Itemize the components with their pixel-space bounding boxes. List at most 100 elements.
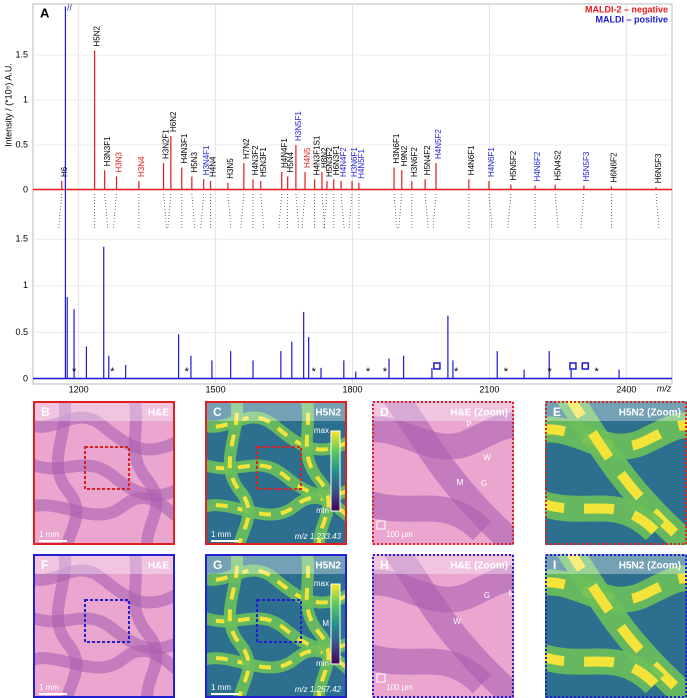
panel-letter: E [553,405,561,419]
peak-label: H5N4 [286,151,295,172]
title-band [205,401,347,421]
y-axis-label: Intensity / (*10⁵) A.U. [3,63,13,147]
tissue-label: G [484,591,490,600]
tissue-band [383,401,514,545]
tissue-band [51,401,83,545]
peak-label: H3N6F2 [410,147,419,177]
panel-letter: C [213,405,222,419]
square-marker [581,362,590,370]
connector [655,193,660,229]
connector [260,193,265,229]
panel-title: H&E [148,408,169,419]
peak-label: H3N6F1 [392,133,401,163]
image-panel: I H5N2 (Zoom) [545,554,687,698]
peak-label: H6N6F2 [609,152,618,182]
square-marker [569,362,577,370]
colorbar-label: max [314,579,329,588]
peak-label: H6 [60,166,69,177]
tissue-band [372,643,492,694]
peak-label: H3N5F1 [294,111,303,141]
mz-label: m/z 1,257.42 [295,685,342,694]
peak-label: H5N2 [93,25,102,46]
hotspot [227,401,251,545]
panel-border [33,401,175,545]
connector [348,193,353,229]
panel-title: H&E (Zoom) [450,408,508,419]
title-band [372,401,514,421]
peak-label: H5N3 [190,151,199,172]
peak-label: H4N6F2 [533,151,542,181]
peak-label: H4N4F1 [280,138,289,168]
peak-label: H5N5F2 [509,150,518,180]
tissue-label: W [453,617,461,626]
image [545,401,687,545]
hotspot [205,415,347,452]
image [205,401,347,545]
legend-entry: MALDI-2 – negative [585,4,668,14]
panel-border [545,401,687,545]
hotspot [565,401,687,545]
tissue-band [383,554,514,698]
peak-label: H4N5F1 [357,148,366,178]
asterisk: * [383,366,388,378]
image-panel: H H&E (Zoom) 100 µm G M W [372,554,516,698]
panel-title: H5N2 [315,561,341,572]
connector [163,193,167,229]
connector [113,193,117,229]
connector [200,193,205,229]
tissue-label: G [481,479,487,488]
tissue-band [51,554,83,698]
x-tick-label: 1800 [342,384,362,394]
title-band [372,554,514,574]
tissue-label: M [509,589,516,598]
connector [278,193,283,229]
colorbar [330,430,341,512]
connector [104,193,109,229]
panel-border [545,554,687,698]
y-tick-label: 0 [23,184,28,194]
image-panel: F H&E 1 mm [33,554,175,698]
peak-label: H9N2 [400,145,409,166]
panel-letter: H [380,558,389,572]
tissue-band [372,490,492,541]
asterisk: * [504,366,509,378]
peak-label: H4N3F1 [180,133,189,163]
asterisk: * [595,366,600,378]
image-panel: D H&E (Zoom) 100 µm P W M G [372,401,514,545]
y-tick-label: 1 [23,94,28,104]
connector [393,193,398,229]
scale-label: 1 mm [39,530,59,539]
peak-label: H7N2 [242,138,251,159]
hotspot [545,420,687,452]
peak-label: H3N4 [137,156,146,177]
panel-letter: D [380,405,389,419]
colorbar [330,583,341,665]
title-band [545,554,687,574]
peak-label: H6N3F1 [332,145,341,175]
x-tick-label: 2100 [479,384,499,394]
panel-border [205,401,347,545]
peak-label: H5N5F3 [582,151,591,181]
roi [256,599,302,643]
connector [580,193,585,229]
asterisk: * [72,366,77,378]
axis-break: // [67,2,73,12]
peak-label: H4N4F2 [339,147,348,177]
connector [240,193,245,229]
connector [295,193,300,229]
scale-label: 100 µm [386,683,413,692]
panel-letter: G [213,558,222,572]
connector [227,193,232,229]
title-band [33,554,175,574]
hotspot [545,499,659,535]
image [372,554,514,698]
panel-title: H5N2 [315,408,341,419]
asterisk: * [454,366,459,378]
y-tick-label: 1.5 [15,234,28,244]
tissue-label: P [466,420,471,429]
x-tick-label: 1200 [69,384,89,394]
tissue-band [372,565,514,613]
roi [84,599,130,643]
mz-label: m/z 1,233.43 [295,532,342,541]
square-marker [433,362,441,370]
